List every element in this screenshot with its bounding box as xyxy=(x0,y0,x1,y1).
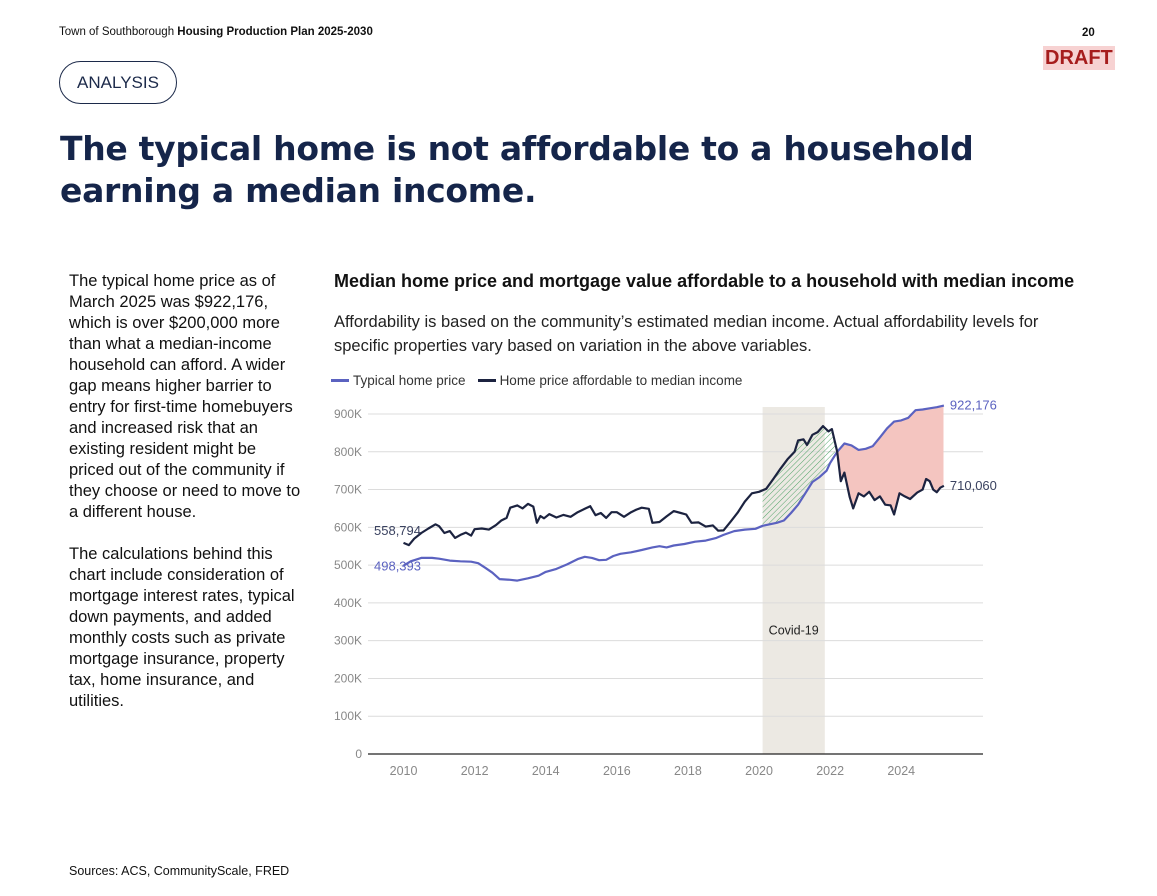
header-plan: Housing Production Plan 2025-2030 xyxy=(177,26,373,38)
page-number: 20 xyxy=(1082,27,1095,39)
y-tick-label: 700K xyxy=(334,483,362,497)
sources-note: Sources: ACS, CommunityScale, FRED xyxy=(69,864,290,878)
sidebar-paragraph-2: The calculations behind this chart inclu… xyxy=(69,545,295,710)
legend-swatch-typical xyxy=(331,379,349,382)
legend-item-affordable: Home price affordable to median income xyxy=(477,373,743,388)
y-tick-label: 0 xyxy=(355,747,362,761)
x-tick-label: 2024 xyxy=(887,764,915,778)
x-tick-label: 2012 xyxy=(461,764,489,778)
line-chart: 0 100K 200K 300K 400K 500K 600K 700K 800K 900K 201… xyxy=(334,398,997,778)
legend-item-typical: Typical home price xyxy=(331,373,466,388)
x-tick-label: 2022 xyxy=(816,764,844,778)
y-tick-label: 200K xyxy=(334,671,362,685)
y-tick-label: 800K xyxy=(334,445,362,459)
affordable-end-label: 710,060 xyxy=(950,478,997,493)
affordability-gap-area xyxy=(835,405,944,514)
affordable-start-label: 558,794 xyxy=(374,523,421,538)
header-town: Town of Southborough xyxy=(59,26,175,38)
legend-swatch-affordable xyxy=(477,379,496,382)
page-headline: The typical home is not affordable to a … xyxy=(60,129,974,210)
covid-label: Covid-19 xyxy=(769,623,819,637)
y-tick-label: 300K xyxy=(334,634,362,648)
x-tick-label: 2016 xyxy=(603,764,631,778)
legend-label-affordable: Home price affordable to median income xyxy=(499,373,743,388)
y-tick-label: 400K xyxy=(334,596,362,610)
y-tick-label: 500K xyxy=(334,558,362,572)
chart-legend: Typical home price Home price affordable… xyxy=(331,373,742,388)
running-header: Town of Southborough Housing Production … xyxy=(59,26,373,38)
affordable-above-gap xyxy=(762,426,836,526)
sidebar-text: The typical home price as of March 2025 … xyxy=(69,271,301,733)
y-tick-label: 600K xyxy=(334,520,362,534)
typical-end-label: 922,176 xyxy=(950,398,997,413)
chart-title: Median home price and mortgage value aff… xyxy=(334,271,1075,291)
typical-start-label: 498,393 xyxy=(374,559,421,574)
typical-home-price-line xyxy=(402,404,945,582)
y-tick-label: 100K xyxy=(334,709,362,723)
x-tick-label: 2010 xyxy=(390,764,418,778)
affordable-price-line xyxy=(403,425,945,547)
section-pill: ANALYSIS xyxy=(59,61,177,104)
x-tick-label: 2020 xyxy=(745,764,773,778)
chart-subtitle: Affordability is based on the community’… xyxy=(334,313,1039,355)
x-tick-label: 2018 xyxy=(674,764,702,778)
sidebar-paragraph-1: The typical home price as of March 2025 … xyxy=(69,272,301,521)
legend-label-typical: Typical home price xyxy=(353,373,466,388)
draft-badge: DRAFT xyxy=(1043,46,1115,70)
y-tick-label: 900K xyxy=(334,407,362,421)
x-tick-label: 2014 xyxy=(532,764,560,778)
